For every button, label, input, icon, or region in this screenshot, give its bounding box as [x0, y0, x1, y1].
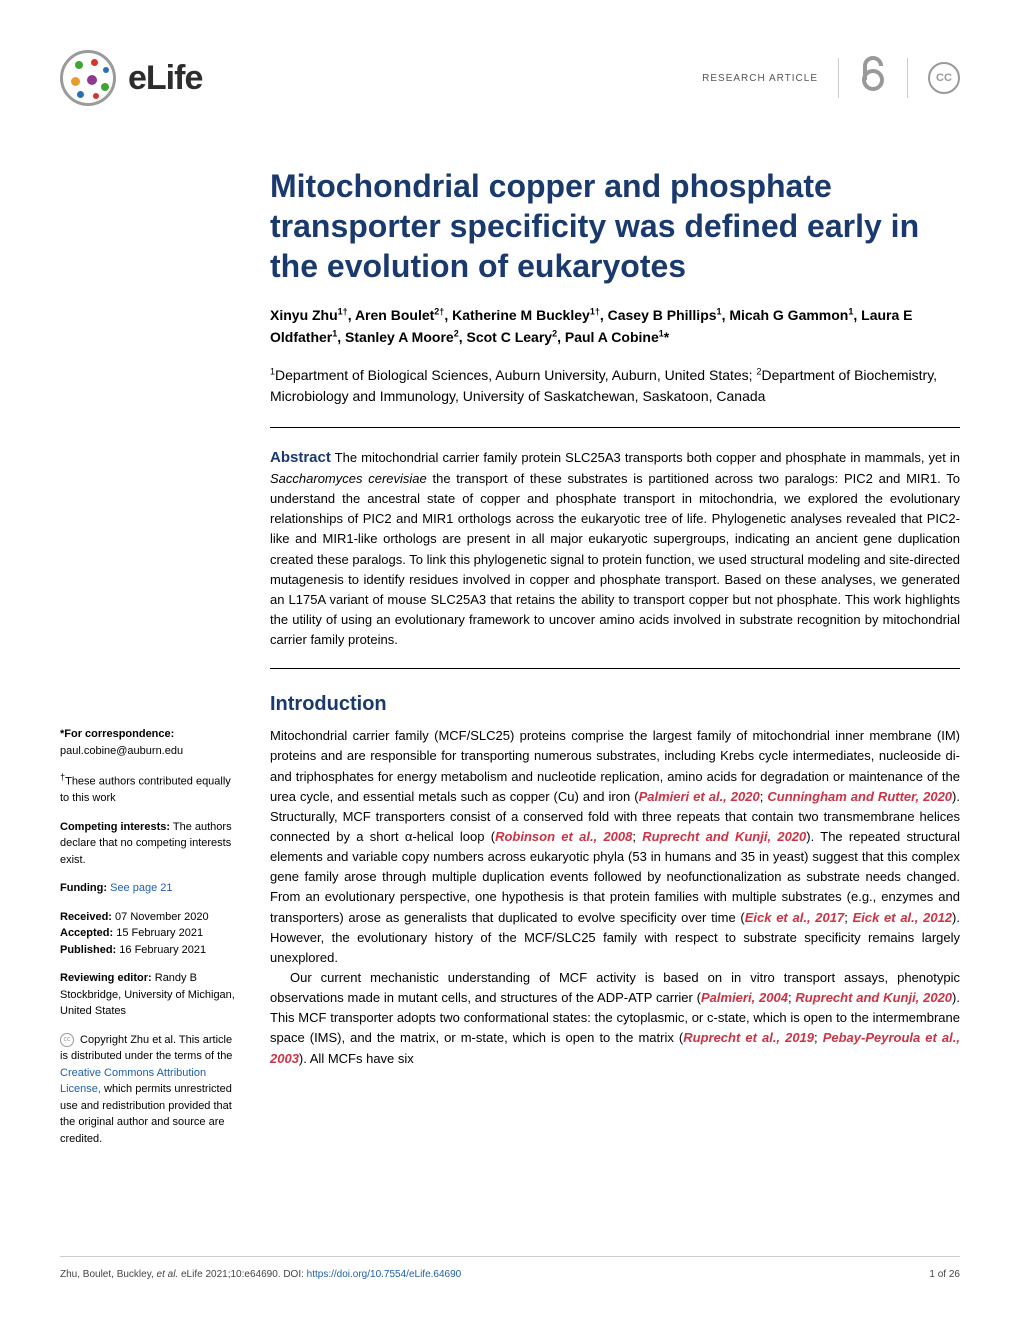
intro-paragraph-1: Mitochondrial carrier family (MCF/SLC25)… — [270, 726, 960, 968]
affiliation-list: 1Department of Biological Sciences, Aubu… — [270, 365, 960, 407]
article-type-label: RESEARCH ARTICLE — [702, 73, 818, 84]
doi-link[interactable]: https://doi.org/10.7554/eLife.64690 — [307, 1269, 462, 1280]
competing-interests-label: Competing interests: — [60, 821, 170, 833]
abstract-text: The mitochondrial carrier family protein… — [270, 450, 960, 647]
author-list: Xinyu Zhu1†, Aren Boulet2†, Katherine M … — [270, 304, 960, 349]
divider — [838, 58, 839, 98]
published-label: Published: — [60, 944, 116, 956]
abstract-section: Abstract The mitochondrial carrier famil… — [270, 446, 960, 651]
journal-logo: eLife — [60, 50, 202, 106]
page-number: 1 of 26 — [929, 1269, 960, 1280]
article-title: Mitochondrial copper and phosphate trans… — [270, 166, 960, 286]
header-badges: RESEARCH ARTICLE CC — [702, 56, 960, 100]
abstract-label: Abstract — [270, 449, 331, 466]
divider — [270, 668, 960, 669]
open-access-icon — [859, 56, 887, 100]
equal-contribution-note: These authors contributed equally to thi… — [60, 776, 231, 805]
citation: Zhu, Boulet, Buckley, et al. eLife 2021;… — [60, 1269, 461, 1280]
funding-label: Funding: — [60, 882, 107, 894]
received-label: Received: — [60, 911, 112, 923]
funding-link[interactable]: See page 21 — [107, 882, 172, 894]
copyright-notice: cc Copyright Zhu et al. This article is … — [60, 1032, 240, 1148]
divider — [907, 58, 908, 98]
received-date: 07 November 2020 — [112, 911, 209, 923]
correspondence-email: paul.cobine@auburn.edu — [60, 745, 183, 757]
divider — [270, 427, 960, 428]
accepted-date: 15 February 2021 — [113, 927, 203, 939]
main-content: *For correspondence: paul.cobine@auburn.… — [60, 166, 960, 1159]
elife-logo-icon — [60, 50, 116, 106]
accepted-label: Accepted: — [60, 927, 113, 939]
reviewing-editor-label: Reviewing editor: — [60, 972, 152, 984]
journal-name: eLife — [128, 59, 202, 98]
correspondence-label: *For correspondence: — [60, 728, 174, 740]
published-date: 16 February 2021 — [116, 944, 206, 956]
intro-paragraph-2: Our current mechanistic understanding of… — [270, 968, 960, 1069]
introduction-heading: Introduction — [270, 693, 960, 716]
introduction-text: Mitochondrial carrier family (MCF/SLC25)… — [270, 726, 960, 1068]
page-footer: Zhu, Boulet, Buckley, et al. eLife 2021;… — [60, 1256, 960, 1280]
cc-license-icon: CC — [928, 62, 960, 94]
cc-inline-icon: cc — [60, 1033, 74, 1047]
page-header: eLife RESEARCH ARTICLE CC — [60, 50, 960, 106]
article-metadata-sidebar: *For correspondence: paul.cobine@auburn.… — [60, 166, 240, 1159]
article-body: Mitochondrial copper and phosphate trans… — [270, 166, 960, 1159]
